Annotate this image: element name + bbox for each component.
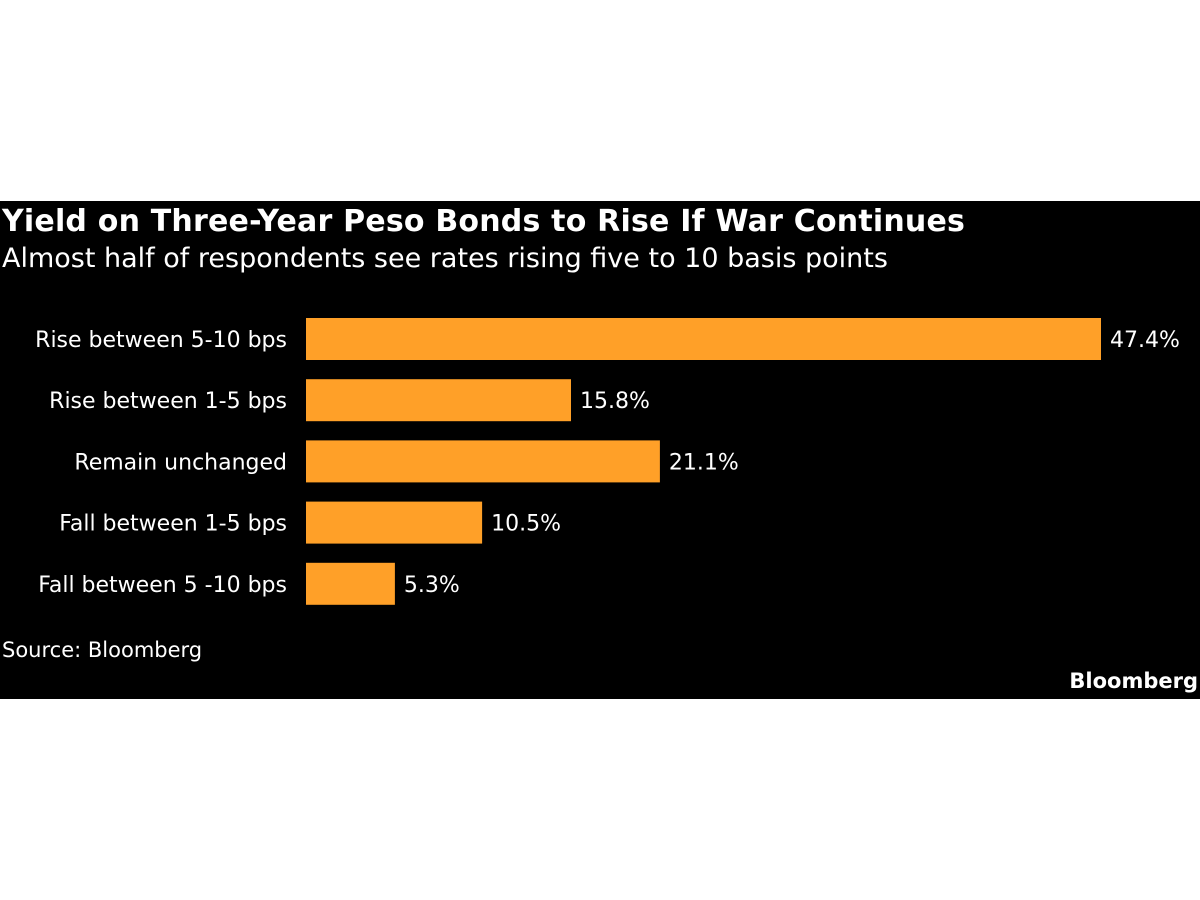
bloomberg-logo: Bloomberg — [1069, 669, 1198, 693]
chart-subtitle: Almost half of respondents see rates ris… — [2, 243, 888, 274]
bar — [306, 379, 571, 422]
bar — [306, 562, 395, 605]
bar — [306, 440, 660, 483]
value-label: 10.5% — [491, 512, 561, 537]
bar-chart: Rise between 5-10 bps 47.4% Rise between 1… — [35, 318, 1180, 605]
category-label: Rise between 1-5 bps — [49, 389, 287, 414]
chart-panel: Yield on Three-Year Peso Bonds to Rise I… — [0, 201, 1200, 699]
source-note: Source: Bloomberg — [2, 638, 203, 662]
category-label: Fall between 1-5 bps — [59, 512, 287, 537]
value-label: 15.8% — [580, 389, 650, 414]
value-label: 5.3% — [404, 573, 460, 598]
value-label: 21.1% — [669, 450, 739, 475]
bar — [306, 318, 1101, 360]
category-label: Fall between 5 -10 bps — [38, 573, 287, 598]
chart-title: Yield on Three-Year Peso Bonds to Rise I… — [2, 204, 966, 239]
value-label: 47.4% — [1110, 328, 1180, 353]
category-label: Rise between 5-10 bps — [35, 328, 287, 353]
bar — [306, 501, 483, 544]
category-label: Remain unchanged — [74, 450, 287, 475]
